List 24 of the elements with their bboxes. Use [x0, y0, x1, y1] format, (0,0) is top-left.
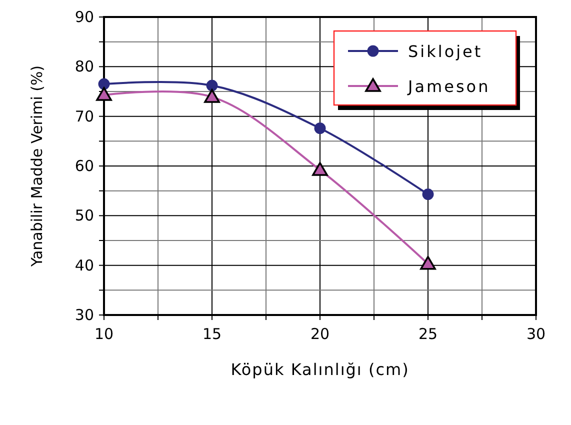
y-tick-label: 30 [74, 306, 94, 324]
x-tick-label: 10 [94, 325, 114, 343]
legend-label: Jameson [407, 77, 490, 96]
point [98, 78, 110, 90]
point [422, 188, 434, 200]
x-tick-label: 25 [418, 325, 438, 343]
point [96, 87, 112, 101]
y-axis-title: Yanabilir Madde Verimi (%) [28, 65, 46, 268]
x-tick-label: 30 [526, 325, 546, 343]
point [206, 80, 218, 92]
point [312, 162, 328, 176]
point [204, 89, 220, 103]
legend-label: Siklojet [408, 42, 483, 61]
y-tick-label: 40 [74, 256, 94, 274]
point [314, 122, 326, 134]
y-tick-label: 90 [74, 8, 94, 26]
x-tick-label: 20 [310, 325, 330, 343]
y-tick-label: 60 [74, 157, 94, 175]
y-tick-label: 50 [74, 206, 94, 225]
x-tick-label: 15 [202, 325, 222, 343]
y-tick-label: 70 [74, 107, 94, 126]
y-tick-label: 80 [74, 58, 94, 76]
point [420, 256, 436, 270]
x-axis-title: Köpük Kalınlığı (cm) [230, 360, 410, 379]
